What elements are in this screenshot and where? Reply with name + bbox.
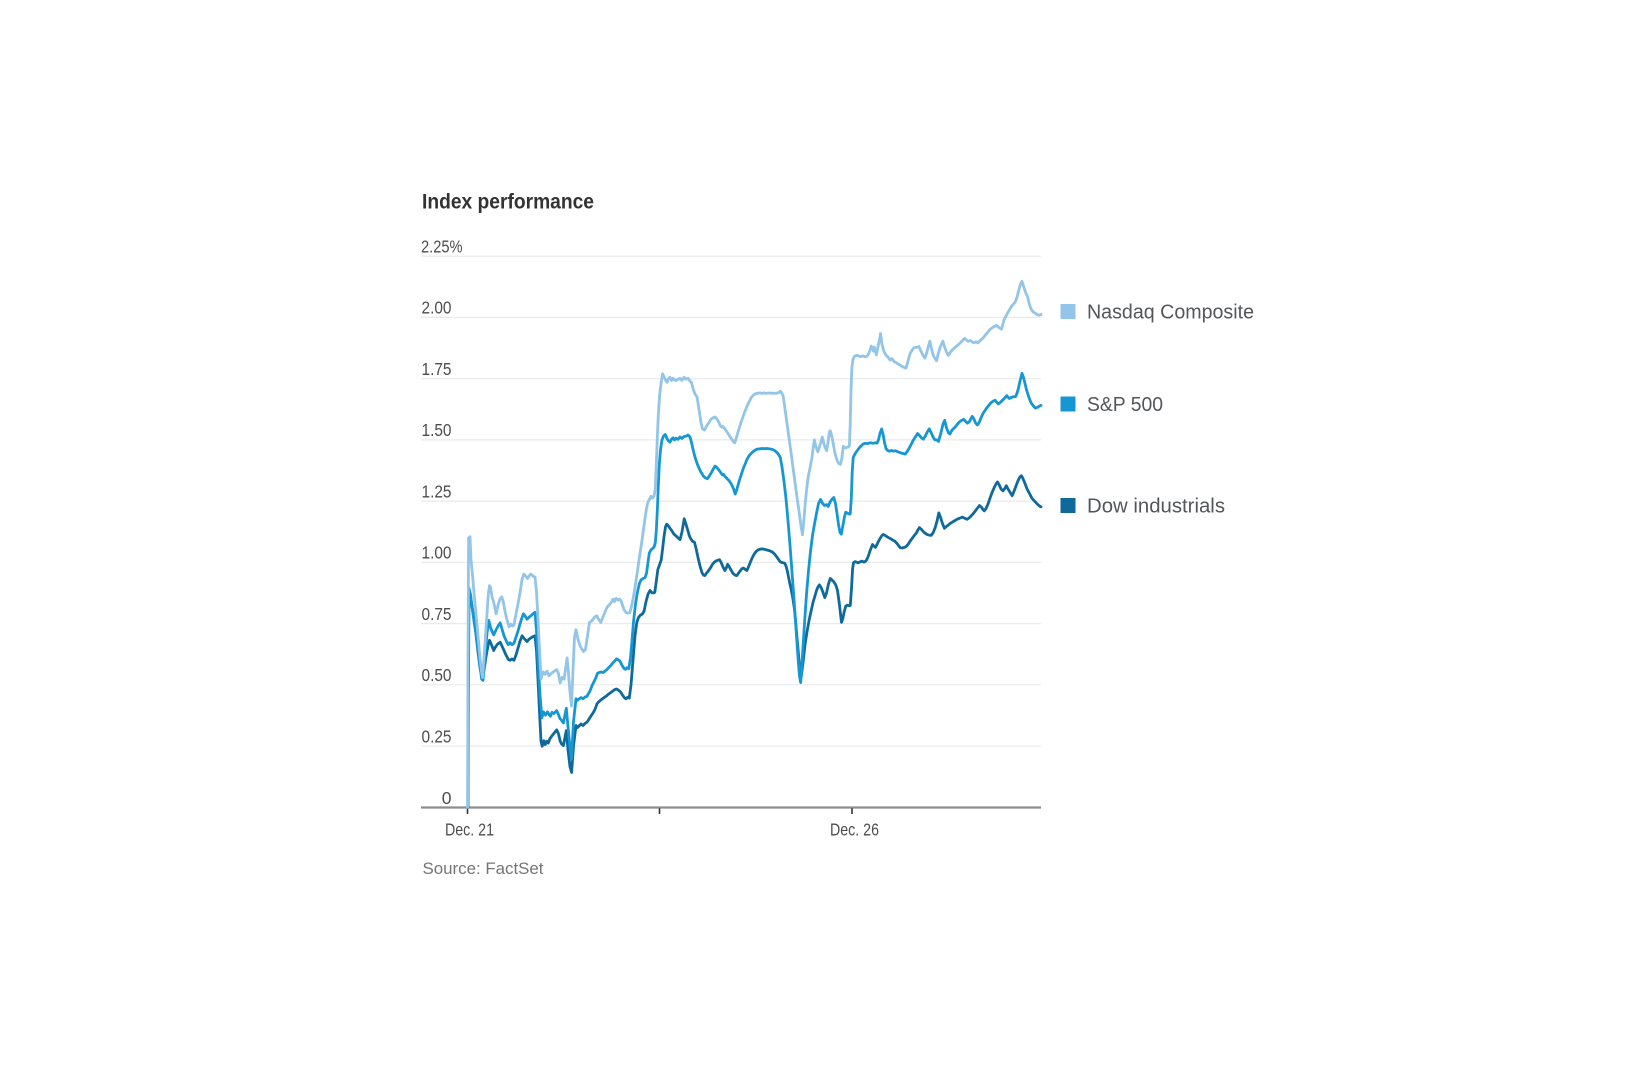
svg-text:1.50: 1.50 <box>422 420 452 440</box>
svg-text:2.00: 2.00 <box>422 298 452 318</box>
svg-text:0: 0 <box>442 788 452 808</box>
svg-text:S&P 500: S&P 500 <box>1087 394 1163 416</box>
svg-text:Dec. 26: Dec. 26 <box>830 820 879 840</box>
svg-text:Dec. 21: Dec. 21 <box>445 820 494 840</box>
svg-text:1.75: 1.75 <box>422 359 452 379</box>
svg-text:0.25: 0.25 <box>422 726 452 746</box>
svg-text:Dow industrials: Dow industrials <box>1087 496 1225 518</box>
svg-text:0.50: 0.50 <box>422 665 452 685</box>
svg-text:0.75: 0.75 <box>422 604 452 624</box>
svg-text:Index performance: Index performance <box>422 191 594 214</box>
svg-text:Nasdaq Composite: Nasdaq Composite <box>1087 302 1254 324</box>
svg-text:1.25: 1.25 <box>422 481 452 501</box>
svg-text:1.00: 1.00 <box>422 543 452 563</box>
svg-text:2.25%: 2.25% <box>421 236 463 256</box>
svg-text:Source: FactSet: Source: FactSet <box>423 860 544 878</box>
